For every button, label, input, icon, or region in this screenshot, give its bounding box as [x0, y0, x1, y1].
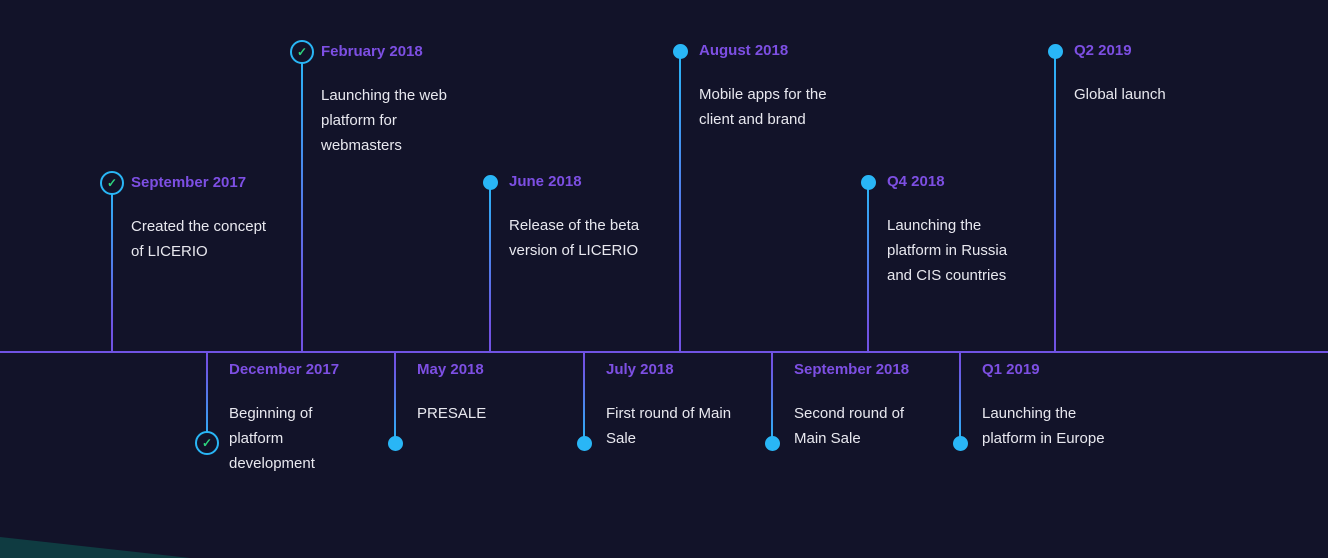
- milestone-content: September 2018 Second round of Main Sale: [794, 360, 979, 451]
- milestone-dot: [952, 435, 968, 451]
- milestone-date: September 2018: [794, 361, 910, 378]
- connector-line: [206, 351, 208, 443]
- milestone-check-icon: ✓: [290, 40, 314, 64]
- milestone-description: Mobile apps for the client and brand: [699, 86, 827, 128]
- milestone-date: May 2018: [417, 361, 484, 378]
- milestone-description: First round of Main Sale: [606, 405, 732, 447]
- timeline-axis-line: [0, 351, 1328, 353]
- connector-line: [1054, 51, 1056, 353]
- milestone-date: Q1 2019: [982, 361, 1040, 378]
- milestone-date: December 2017: [229, 361, 340, 378]
- milestone-dot: [1047, 43, 1063, 59]
- milestone-date: August 2018: [699, 42, 789, 59]
- milestone-dot: [764, 435, 780, 451]
- milestone-dot: [482, 174, 498, 190]
- milestone-dot: [576, 435, 592, 451]
- milestone-date: Q4 2018: [887, 173, 945, 190]
- connector-line: [394, 351, 396, 443]
- milestone-description: Launching the platform in Europe: [982, 405, 1105, 447]
- milestone-content: December 2017 Beginning of platform develop…: [229, 360, 414, 476]
- milestone-content: September 2017 Created the concept of LICE…: [131, 173, 316, 264]
- milestone-description: Launching the platform in Russia and CIS c…: [887, 217, 1008, 284]
- milestone-description: Launching the web platform for webmasters: [321, 87, 447, 154]
- connector-line: [679, 51, 681, 353]
- milestone-date: September 2017: [131, 174, 247, 191]
- milestone-description: Second round of Main Sale: [794, 405, 905, 447]
- milestone-description: PRESALE: [417, 405, 487, 422]
- milestone-check-icon: ✓: [100, 171, 124, 195]
- milestone-date: July 2018: [606, 361, 674, 378]
- corner-accent-triangle: [0, 537, 190, 558]
- milestone-dot: [860, 174, 876, 190]
- milestone-dot: [672, 43, 688, 59]
- connector-line: [867, 182, 869, 353]
- milestone-content: August 2018 Mobile apps for the client and…: [699, 41, 884, 132]
- milestone-date: February 2018: [321, 43, 423, 60]
- milestone-content: Q2 2019 Global launch: [1074, 41, 1259, 107]
- milestone-content: Q4 2018 Launching the platform in Russia an…: [887, 172, 1072, 288]
- connector-line: [771, 351, 773, 443]
- milestone-content: February 2018 Launching the web platform f…: [321, 42, 506, 158]
- milestone-content: Q1 2019 Launching the platform in Europe: [982, 360, 1167, 451]
- milestone-dot: [387, 435, 403, 451]
- milestone-date: Q2 2019: [1074, 42, 1132, 59]
- connector-line: [111, 183, 113, 353]
- milestone-description: Global launch: [1074, 86, 1166, 103]
- connector-line: [489, 182, 491, 353]
- connector-line: [583, 351, 585, 443]
- milestone-date: June 2018: [509, 173, 582, 190]
- milestone-description: Release of the beta version of LICERIO: [509, 217, 640, 259]
- milestone-content: May 2018 PRESALE: [417, 360, 602, 426]
- milestone-content: July 2018 First round of Main Sale: [606, 360, 791, 451]
- connector-line: [959, 351, 961, 443]
- milestone-description: Beginning of platform development: [229, 405, 315, 472]
- connector-line: [301, 52, 303, 353]
- milestone-check-icon: ✓: [195, 431, 219, 455]
- milestone-content: June 2018 Release of the beta version of L…: [509, 172, 694, 263]
- milestone-description: Created the concept of LICERIO: [131, 218, 267, 260]
